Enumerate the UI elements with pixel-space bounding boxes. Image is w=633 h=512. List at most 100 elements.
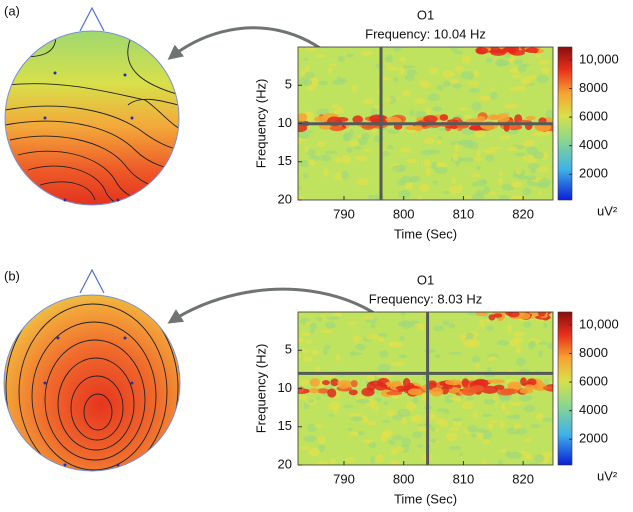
texture bbox=[398, 190, 411, 199]
texture bbox=[402, 89, 411, 97]
texture bbox=[525, 116, 536, 121]
texture bbox=[513, 331, 525, 337]
texture bbox=[536, 74, 549, 84]
y-tick-label: 20 bbox=[278, 456, 292, 471]
texture bbox=[374, 405, 380, 412]
texture bbox=[498, 177, 504, 186]
texture bbox=[308, 447, 321, 457]
texture bbox=[430, 426, 436, 432]
texture bbox=[354, 155, 368, 162]
texture bbox=[481, 430, 493, 440]
panel-label: (b) bbox=[4, 268, 20, 283]
texture bbox=[346, 53, 355, 58]
texture bbox=[385, 96, 392, 104]
texture bbox=[348, 412, 362, 417]
texture bbox=[406, 158, 418, 164]
texture bbox=[538, 166, 549, 173]
texture bbox=[358, 431, 365, 436]
chart-subtitle: Frequency: 8.03 Hz bbox=[369, 291, 482, 306]
texture bbox=[522, 155, 527, 162]
texture bbox=[315, 366, 321, 373]
texture bbox=[536, 182, 549, 189]
texture bbox=[333, 406, 339, 414]
texture bbox=[330, 378, 339, 387]
colorbar-tick-label: 4000 bbox=[579, 402, 608, 417]
texture bbox=[325, 321, 336, 329]
texture bbox=[438, 136, 443, 140]
texture bbox=[386, 66, 400, 71]
texture bbox=[431, 161, 438, 170]
texture bbox=[304, 145, 310, 152]
texture bbox=[298, 337, 304, 344]
texture bbox=[474, 129, 486, 139]
texture bbox=[329, 125, 345, 132]
texture bbox=[363, 148, 373, 152]
texture bbox=[476, 97, 490, 101]
texture bbox=[298, 354, 303, 359]
texture bbox=[471, 193, 485, 200]
texture bbox=[307, 399, 315, 403]
x-tick-label: 790 bbox=[333, 471, 355, 486]
texture bbox=[540, 67, 551, 74]
texture bbox=[510, 124, 518, 131]
texture bbox=[486, 325, 494, 331]
texture bbox=[412, 431, 423, 439]
colorbar bbox=[557, 311, 573, 466]
texture bbox=[298, 395, 309, 400]
y-tick-label: 20 bbox=[278, 191, 292, 206]
texture bbox=[305, 65, 310, 70]
colorbar-tick-label: 4000 bbox=[579, 137, 608, 152]
texture bbox=[482, 413, 492, 417]
y-axis-label: Frequency (Hz) bbox=[253, 344, 268, 434]
texture bbox=[401, 437, 412, 447]
texture bbox=[298, 185, 302, 191]
texture bbox=[320, 154, 331, 162]
texture bbox=[393, 47, 402, 52]
texture bbox=[341, 170, 349, 180]
texture bbox=[476, 166, 481, 170]
y-tick-label: 10 bbox=[278, 115, 292, 130]
texture bbox=[468, 76, 473, 80]
texture bbox=[302, 349, 309, 355]
texture bbox=[452, 417, 464, 422]
texture bbox=[347, 321, 357, 326]
texture bbox=[331, 103, 340, 109]
texture bbox=[411, 416, 421, 421]
texture bbox=[461, 378, 470, 388]
texture bbox=[341, 77, 347, 84]
texture bbox=[343, 132, 352, 141]
texture bbox=[367, 195, 374, 200]
texture bbox=[515, 345, 522, 354]
texture bbox=[454, 50, 463, 55]
texture bbox=[356, 399, 370, 404]
texture bbox=[483, 185, 490, 195]
texture bbox=[418, 323, 424, 330]
colorbar bbox=[557, 46, 573, 201]
texture bbox=[466, 81, 480, 86]
texture bbox=[328, 63, 337, 67]
x-axis-label: Time (Sec) bbox=[394, 491, 457, 506]
texture bbox=[489, 419, 499, 424]
texture bbox=[311, 349, 319, 356]
texture bbox=[432, 325, 445, 332]
texture bbox=[402, 65, 416, 69]
texture bbox=[501, 403, 506, 411]
texture bbox=[327, 388, 337, 398]
texture bbox=[485, 317, 490, 323]
texture bbox=[432, 180, 438, 185]
texture bbox=[520, 377, 527, 386]
texture bbox=[534, 54, 541, 59]
texture bbox=[538, 349, 543, 358]
heatmap bbox=[298, 312, 553, 465]
texture bbox=[470, 174, 482, 178]
texture bbox=[375, 454, 385, 463]
colorbar-tick-label: 10,000 bbox=[579, 316, 619, 331]
texture bbox=[517, 64, 527, 73]
texture bbox=[348, 431, 359, 437]
texture bbox=[409, 175, 420, 183]
texture bbox=[450, 124, 458, 130]
texture bbox=[386, 390, 403, 396]
texture bbox=[345, 457, 356, 463]
texture bbox=[425, 167, 432, 176]
texture bbox=[350, 380, 358, 388]
